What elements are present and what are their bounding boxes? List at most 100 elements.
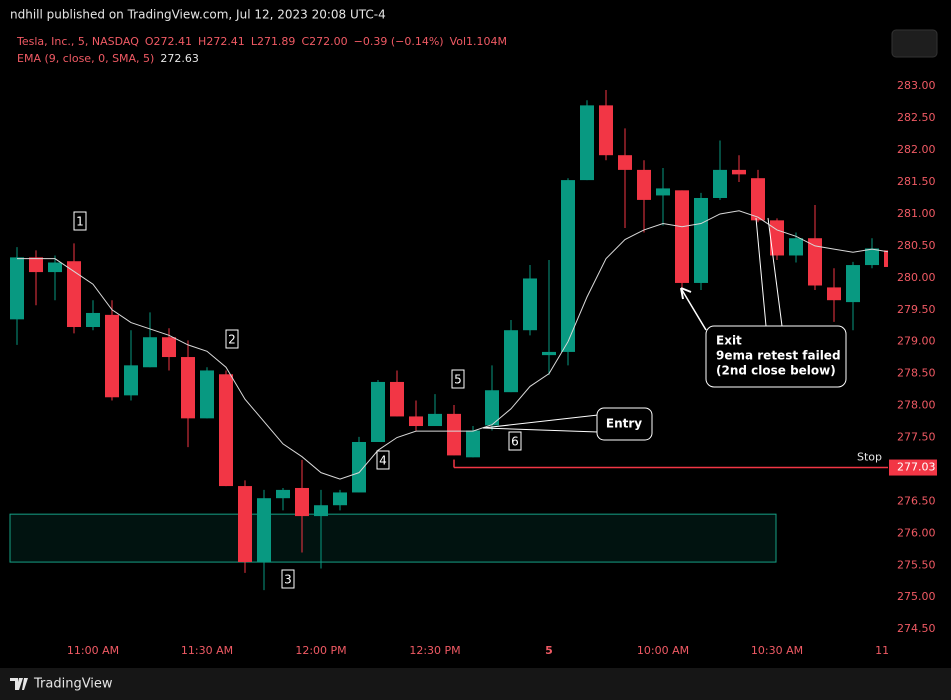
x-tick-label: 5 bbox=[545, 644, 553, 657]
candle-body bbox=[200, 370, 214, 419]
legend-item: C272.00 bbox=[301, 35, 347, 48]
marker-box bbox=[451, 369, 465, 389]
y-tick-label: 280.50 bbox=[897, 239, 936, 252]
marker-label: 2 bbox=[228, 333, 236, 347]
ema-line bbox=[17, 210, 888, 480]
marker-label: 1 bbox=[76, 215, 84, 229]
y-tick-label: 282.50 bbox=[897, 111, 936, 124]
candle-body bbox=[219, 374, 233, 487]
candle-body bbox=[770, 220, 784, 256]
y-tick-label: 281.00 bbox=[897, 207, 936, 220]
legend: EMA (9, close, 0, SMA, 5) 272.63 bbox=[17, 52, 199, 65]
axes: 274.50275.00275.50276.00276.50277.00277.… bbox=[67, 79, 937, 657]
x-axis: 11:00 AM 11:30 AM 12:00 PM 12:30 PM 5 10:00 A… bbox=[67, 644, 888, 657]
y-tick-label: 279.50 bbox=[897, 303, 936, 316]
candle-body bbox=[675, 190, 689, 283]
candle-body bbox=[580, 105, 594, 181]
y-tick-label: 274.50 bbox=[897, 622, 936, 635]
candle-body bbox=[295, 487, 309, 517]
candle-body bbox=[751, 178, 765, 221]
arrow-head bbox=[680, 287, 692, 300]
candle-body bbox=[257, 498, 271, 563]
candle-body bbox=[846, 265, 860, 303]
x-tick-label: 12:00 PM bbox=[295, 644, 346, 657]
candle-body bbox=[599, 105, 613, 156]
candle-body bbox=[884, 250, 888, 267]
exit-label: Exit bbox=[716, 334, 742, 348]
price-tag-label: 277.03 bbox=[897, 461, 936, 474]
y-tick-label: 278.00 bbox=[897, 399, 936, 412]
candle-body bbox=[827, 287, 841, 301]
ema-value: 272.63 bbox=[160, 52, 199, 65]
marker-label: 3 bbox=[284, 573, 292, 587]
candle-body bbox=[504, 330, 518, 393]
ema-name: EMA (9, close, 0, SMA, 5) bbox=[17, 52, 154, 65]
candle-body bbox=[409, 416, 423, 427]
candle-body bbox=[713, 169, 727, 198]
y-tick-label: 277.50 bbox=[897, 431, 936, 444]
entry-label: Entry bbox=[606, 417, 642, 431]
y-tick-label: 276.00 bbox=[897, 526, 936, 539]
candle-body bbox=[466, 430, 480, 458]
candle-body bbox=[637, 169, 651, 200]
callout-line bbox=[767, 217, 783, 327]
candle-body bbox=[143, 337, 157, 368]
candle-body bbox=[333, 492, 347, 506]
candle-body bbox=[789, 238, 803, 256]
y-tick-label: 280.00 bbox=[897, 271, 936, 284]
candle-body bbox=[523, 278, 537, 331]
y-tick-label: 283.00 bbox=[897, 79, 936, 92]
candle-body bbox=[732, 169, 746, 175]
y-tick-label: 279.00 bbox=[897, 335, 936, 348]
button[interactable] bbox=[891, 29, 938, 58]
entry-box bbox=[596, 407, 653, 441]
candle-body bbox=[618, 155, 632, 170]
logo bbox=[10, 678, 28, 690]
x-tick-label: 10:30 AM bbox=[751, 644, 803, 657]
exit-box bbox=[705, 325, 847, 388]
brand: TradingView bbox=[33, 677, 113, 692]
zone bbox=[9, 513, 777, 563]
legend-item: Tesla, Inc., 5, NASDAQ bbox=[16, 35, 139, 48]
candle-body bbox=[124, 365, 138, 396]
candle-body bbox=[276, 489, 290, 499]
callout-line bbox=[482, 427, 599, 433]
exit-label: (2nd close below) bbox=[716, 364, 836, 378]
candle-body bbox=[808, 238, 822, 286]
callout-line bbox=[482, 414, 599, 429]
legend-item: Vol1.104M bbox=[450, 35, 507, 48]
y-tick-label: 278.50 bbox=[897, 367, 936, 380]
y-tick-label: 275.00 bbox=[897, 590, 936, 603]
candle-body bbox=[694, 197, 708, 283]
arrow bbox=[681, 289, 707, 331]
candle-body bbox=[656, 188, 670, 196]
candle-body bbox=[542, 351, 556, 356]
marker-label: 4 bbox=[379, 454, 387, 468]
plot-area bbox=[9, 90, 888, 591]
marker-label: 5 bbox=[454, 373, 462, 387]
candle-body bbox=[390, 381, 404, 417]
marker-box bbox=[376, 450, 390, 470]
y-tick-label: 281.50 bbox=[897, 175, 936, 188]
candle-body bbox=[67, 261, 81, 328]
marker-box bbox=[73, 211, 87, 231]
y-tick-label: 276.50 bbox=[897, 494, 936, 507]
candle-body bbox=[181, 357, 195, 419]
candle-body bbox=[371, 381, 385, 442]
candle-body bbox=[865, 248, 879, 266]
y-tick-label: 282.00 bbox=[897, 143, 936, 156]
exit-label: 9ema retest failed bbox=[716, 349, 841, 363]
callout-line bbox=[755, 217, 767, 327]
candle-body bbox=[10, 257, 24, 320]
x-tick-label: 11:30 AM bbox=[181, 644, 233, 657]
candle-body bbox=[485, 390, 499, 426]
candle-body bbox=[428, 413, 442, 427]
legend-item: H272.41 bbox=[198, 35, 245, 48]
legend-item: L271.89 bbox=[251, 35, 296, 48]
candle-body bbox=[561, 180, 575, 352]
marker-label: 6 bbox=[511, 435, 519, 449]
candle-body bbox=[105, 314, 119, 398]
marker-box bbox=[281, 569, 295, 589]
legend-item: O272.41 bbox=[145, 35, 192, 48]
